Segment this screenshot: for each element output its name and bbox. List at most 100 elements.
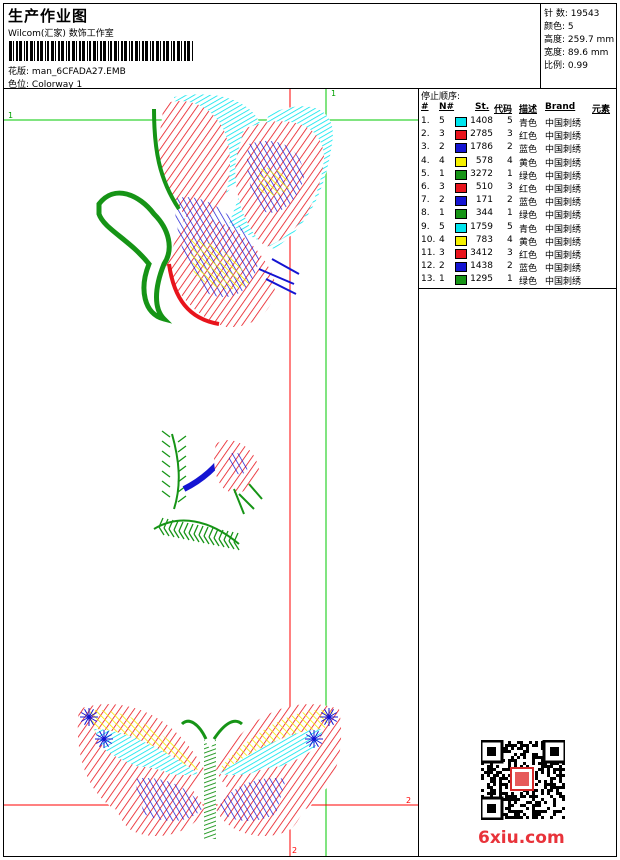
color-swatch (455, 143, 467, 154)
row-code: 1 (507, 274, 513, 285)
row-description: 绿色 (519, 171, 538, 182)
stat-scale: 比例: 0.99 (544, 61, 588, 71)
row-needle: 1 (439, 208, 445, 219)
col-header-index: # (421, 102, 429, 112)
row-code: 1 (507, 168, 513, 179)
row-index: 12. (421, 261, 436, 272)
color-swatch (455, 169, 467, 180)
col-header-brand: Brand (545, 102, 576, 112)
marker-1-left: 1 (8, 111, 14, 120)
color-swatch (455, 262, 467, 273)
row-description: 红色 (519, 251, 538, 261)
header-left: 生产作业图 Wilcom(汇家) 数饰工作室 花版: man_6CFADA27.… (4, 4, 540, 90)
row-code: 5 (507, 221, 513, 232)
row-needle: 4 (439, 155, 445, 166)
row-brand: 中国刺绣 (545, 145, 582, 156)
col-header-code: 代码 (494, 105, 513, 115)
stop-sequence-title: 停止顺序: (421, 92, 461, 102)
row-needle: 5 (439, 116, 445, 126)
marker-2-bottom: 2 (292, 846, 298, 855)
table-row: 1. 5 1408 5 青色 中国刺绣 (419, 115, 617, 129)
row-needle: 2 (439, 261, 445, 272)
row-description: 绿色 (519, 211, 538, 222)
row-description: 青色 (519, 119, 538, 129)
page-title: 生产作业图 (8, 7, 89, 25)
row-index: 2. (421, 129, 430, 140)
row-needle: 1 (439, 274, 445, 285)
col-header-description: 描述 (519, 105, 538, 115)
middle-flower (153, 430, 263, 551)
design-file-value: man_6CFADA27.EMB (31, 67, 126, 77)
company-name: Wilcom(汇家) 数饰工作室 (8, 29, 114, 39)
row-description: 蓝色 (519, 264, 538, 275)
row-code: 2 (507, 195, 513, 206)
table-row: 6. 3 510 3 红色 中国刺绣 (419, 181, 617, 195)
table-row: 8. 1 344 1 绿色 中国刺绣 (419, 207, 617, 222)
row-description: 黄色 (519, 158, 538, 169)
design-file-line: 花版: man_6CFADA27.EMB (8, 64, 126, 77)
color-swatch (455, 249, 467, 259)
row-needle: 3 (439, 248, 445, 258)
row-code: 3 (507, 182, 513, 192)
row-stitches: 3412 (470, 248, 493, 258)
row-brand: 中国刺绣 (545, 198, 582, 209)
bottom-butterfly (77, 704, 342, 839)
row-description: 红色 (519, 132, 538, 143)
row-needle: 4 (439, 234, 445, 245)
row-stitches: 171 (475, 195, 493, 206)
row-stitches: 1759 (470, 221, 493, 232)
colorway-label: 色位: (8, 80, 30, 90)
row-code: 5 (507, 116, 513, 126)
row-index: 3. (421, 142, 430, 153)
stat-stitches: 针 数: 19543 (544, 9, 600, 19)
table-row: 3. 2 1786 2 蓝色 中国刺绣 (419, 141, 617, 156)
row-index: 13. (421, 274, 436, 285)
table-row: 2. 3 2785 3 红色 中国刺绣 (419, 128, 617, 143)
row-description: 黄色 (519, 237, 538, 248)
table-row: 10. 4 783 4 黄色 中国刺绣 (419, 234, 617, 248)
row-code: 1 (507, 208, 513, 219)
row-brand: 中国刺绣 (545, 132, 582, 143)
color-swatch (455, 275, 467, 286)
stop-sequence-panel: 停止顺序: # N# St. 代码 描述 Brand 元素 1. 5 1408 5 青色… (419, 89, 617, 289)
row-needle: 1 (439, 168, 445, 179)
row-brand: 中国刺绣 (545, 251, 582, 261)
table-row: 9. 5 1759 5 青色 中国刺绣 (419, 221, 617, 235)
row-stitches: 783 (475, 234, 493, 245)
table-row: 7. 2 171 2 蓝色 中国刺绣 (419, 194, 617, 209)
color-swatch (455, 183, 467, 193)
col-header-stitches: St. (475, 102, 490, 112)
row-index: 6. (421, 182, 430, 192)
table-row: 4. 4 578 4 黄色 中国刺绣 (419, 155, 617, 169)
row-code: 3 (507, 129, 513, 140)
panel-divider (418, 88, 419, 857)
table-row: 5. 1 3272 1 绿色 中国刺绣 (419, 168, 617, 182)
row-brand: 中国刺绣 (545, 224, 582, 235)
row-index: 10. (421, 234, 436, 245)
row-index: 7. (421, 195, 430, 206)
colorway-value: Colorway 1 (31, 80, 83, 90)
row-needle: 3 (439, 182, 445, 192)
embroidery-preview (4, 89, 418, 856)
row-index: 9. (421, 221, 430, 232)
stat-width: 宽度: 89.6 mm (544, 48, 609, 58)
row-stitches: 1408 (470, 116, 493, 126)
row-index: 11. (421, 248, 436, 258)
barcode-icon (9, 41, 193, 61)
row-brand: 中国刺绣 (545, 158, 582, 169)
table-row: 13. 1 1295 1 绿色 中国刺绣 (419, 273, 617, 288)
row-index: 8. (421, 208, 430, 219)
row-code: 2 (507, 142, 513, 153)
row-needle: 3 (439, 129, 445, 140)
row-description: 青色 (519, 224, 538, 235)
color-swatch (455, 196, 467, 207)
row-description: 蓝色 (519, 198, 538, 209)
row-code: 4 (507, 234, 513, 245)
color-swatch (455, 156, 467, 167)
row-brand: 中国刺绣 (545, 211, 582, 222)
row-brand: 中国刺绣 (545, 277, 582, 288)
stat-colors: 颜色: 5 (544, 22, 574, 32)
design-file-label: 花版: (8, 67, 30, 77)
top-butterfly (96, 94, 333, 328)
color-swatch (455, 209, 467, 220)
